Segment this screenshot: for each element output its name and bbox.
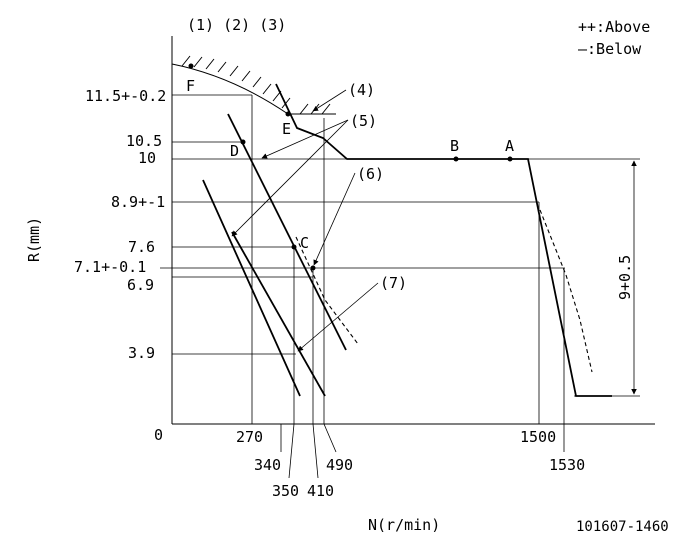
x-tick-270: 270 [236, 428, 263, 446]
y-tick-7.6: 7.6 [128, 238, 155, 256]
callout-4: (4) [348, 81, 375, 99]
x-tick-350: 350 [272, 482, 299, 500]
y-tick-3.9: 3.9 [128, 344, 155, 362]
x-tick-490: 490 [326, 456, 353, 474]
vline-350-ext [288, 423, 295, 479]
point-c-marker [291, 244, 297, 250]
legend-above: ++:Above [578, 18, 650, 36]
vline-490-ext [323, 423, 337, 453]
main-characteristic-curve [275, 83, 612, 397]
diagonal-line-2 [227, 113, 347, 351]
point-f-marker [188, 63, 194, 69]
y-tick-10.5: 10.5 [126, 132, 162, 150]
y-tick-6.9: 6.9 [127, 276, 154, 294]
part-number: 101607-1460 [576, 519, 669, 535]
x-axis-title: N(r/min) [368, 516, 440, 534]
callout-5-leader-b [231, 119, 349, 237]
x-tick-1530: 1530 [549, 456, 585, 474]
point-e-marker [285, 111, 291, 117]
y-tick-8.9: 8.9+-1 [111, 193, 165, 211]
callout-7-leader [297, 282, 379, 352]
point-c-label: C [300, 234, 309, 252]
y-tick-11.5: 11.5+-0.2 [85, 87, 166, 105]
stop-hatching [299, 103, 331, 115]
point-d-label: D [230, 142, 239, 160]
x-tick-340: 340 [254, 456, 281, 474]
full-load-limit-curve [171, 63, 289, 115]
diagonal-line-3 [231, 231, 326, 397]
point-6-marker [310, 265, 316, 271]
vline-410-ext [312, 423, 319, 479]
callout-4-leader [312, 89, 347, 112]
callout-6-leader [313, 172, 356, 266]
y-tick-10: 10 [138, 149, 156, 167]
y-tick-7.1: 7.1+-0.1 [74, 258, 146, 276]
point-f-label: F [186, 77, 195, 95]
y-axis-title: R(mm) [25, 217, 43, 262]
point-a-label: A [505, 137, 514, 155]
point-a-marker [507, 156, 513, 162]
limit-hatching [181, 55, 291, 109]
point-b-label: B [450, 137, 459, 155]
point-b-marker [453, 156, 459, 162]
diagonal-dashed-variant [295, 236, 359, 345]
callout-5: (5) [350, 112, 377, 130]
tolerance-label: 9+0.5 [616, 255, 634, 300]
point-d-marker [240, 139, 246, 145]
x-tick-1500: 1500 [520, 428, 556, 446]
callout-7: (7) [380, 274, 407, 292]
callout-6: (6) [357, 165, 384, 183]
diagonal-line-1 [202, 179, 301, 397]
callout-5-leader-a [261, 119, 349, 159]
point-e-label: E [282, 120, 291, 138]
origin-label: 0 [154, 426, 163, 444]
x-tick-410: 410 [307, 482, 334, 500]
right-tolerance-dashed-curve [539, 209, 593, 373]
line-labels-1-2-3: (1) (2) (3) [187, 16, 286, 34]
legend-below: —:Below [578, 40, 642, 58]
